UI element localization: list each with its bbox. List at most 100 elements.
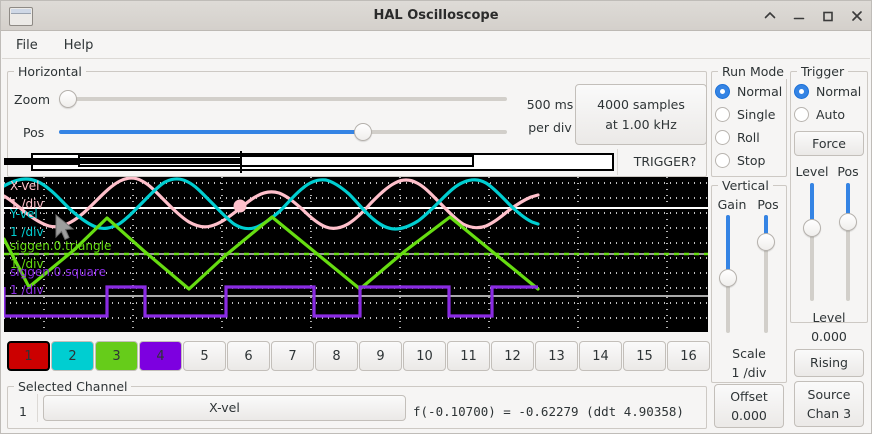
scope-label-ch3-name: siggen.0.triangle xyxy=(10,239,112,253)
channel-button-6[interactable]: 6 xyxy=(227,341,270,371)
trigger-auto-label: Auto xyxy=(816,107,846,122)
title-bar: HAL Oscilloscope xyxy=(1,1,871,31)
channel-button-2[interactable]: 2 xyxy=(51,341,94,371)
vertical-group: Vertical xyxy=(711,178,787,383)
cursor-marker xyxy=(233,199,247,213)
horizontal-position-bar[interactable] xyxy=(4,151,614,173)
channel-button-14[interactable]: 14 xyxy=(579,341,622,371)
trigger-level-slider[interactable] xyxy=(803,183,821,301)
trigger-level-value: 0.000 xyxy=(811,329,847,344)
vertical-gain-label: Gain xyxy=(717,197,747,212)
vertical-gain-fill xyxy=(726,215,730,277)
menu-file[interactable]: File xyxy=(16,37,38,53)
close-button[interactable] xyxy=(849,8,865,24)
maximize-button[interactable] xyxy=(820,8,836,24)
trigger-status-separator xyxy=(617,149,618,175)
channel-button-label: 7 xyxy=(288,348,297,364)
trigger-legend: Trigger xyxy=(797,64,849,79)
trigger-source-button[interactable]: Source Chan 3 xyxy=(794,381,864,427)
channel-button-10[interactable]: 10 xyxy=(403,341,446,371)
channel-button-13[interactable]: 13 xyxy=(535,341,578,371)
channel-button-16[interactable]: 16 xyxy=(667,341,710,371)
vertical-pos-fill xyxy=(764,215,768,241)
scope-label-ch3-scale: 1 /div xyxy=(10,257,44,271)
trace-siggen-triangle xyxy=(4,215,540,291)
trigger-mode-auto[interactable]: Auto xyxy=(794,107,845,122)
shade-button[interactable] xyxy=(762,8,778,24)
run-mode-stop[interactable]: Stop xyxy=(715,153,765,168)
channel-button-8[interactable]: 8 xyxy=(315,341,358,371)
run-mode-roll-label: Roll xyxy=(737,130,760,145)
channel-button-label: 4 xyxy=(156,348,165,364)
vertical-pos-label: Pos xyxy=(757,197,779,212)
channel-button-label: 3 xyxy=(112,348,121,364)
zoom-slider-knob[interactable] xyxy=(59,90,77,108)
trigger-level-knob[interactable] xyxy=(803,219,821,237)
channel-button-12[interactable]: 12 xyxy=(491,341,534,371)
zoom-slider[interactable] xyxy=(59,90,507,108)
trigger-source-label: Source xyxy=(807,386,851,402)
trigger-pos-slider-label: Pos xyxy=(837,164,859,179)
channel-button-label: 14 xyxy=(592,348,609,364)
minimize-button[interactable] xyxy=(791,8,807,24)
window-icon xyxy=(9,7,33,26)
trigger-pos-slider[interactable] xyxy=(839,183,857,301)
position-bar-window-fill xyxy=(78,158,240,164)
scope-label-ch4-scale: 1 /div xyxy=(10,283,44,297)
radio-indicator-icon xyxy=(715,107,730,122)
radio-indicator-icon xyxy=(794,84,809,99)
channel-button-3[interactable]: 3 xyxy=(95,341,138,371)
run-mode-normal-label: Normal xyxy=(737,84,783,99)
timebase-value-line1: 500 ms xyxy=(526,97,574,112)
scope-display[interactable]: X-vel 1 /div Y-vel 1 /div siggen.0.trian… xyxy=(4,177,708,332)
selected-channel-signal-button[interactable]: X-vel xyxy=(43,395,406,421)
horizontal-legend: Horizontal xyxy=(14,64,86,79)
position-bar-trigger-tick xyxy=(240,151,242,173)
radio-indicator-icon xyxy=(715,153,730,168)
trigger-pos-fill xyxy=(846,183,850,221)
sample-rate-button[interactable]: 4000 samples at 1.00 kHz xyxy=(575,84,707,145)
trace-siggen-square xyxy=(4,285,538,318)
vertical-gain-slider[interactable] xyxy=(719,215,737,333)
channel-button-label: 1 xyxy=(24,348,33,364)
channel-button-7[interactable]: 7 xyxy=(271,341,314,371)
zoom-slider-track xyxy=(59,97,507,101)
vertical-gain-knob[interactable] xyxy=(719,269,737,287)
vertical-pos-knob[interactable] xyxy=(757,233,775,251)
trigger-normal-label: Normal xyxy=(816,84,862,99)
run-mode-roll[interactable]: Roll xyxy=(715,130,760,145)
run-mode-normal[interactable]: Normal xyxy=(715,84,782,99)
channel-button-11[interactable]: 11 xyxy=(447,341,490,371)
scope-canvas xyxy=(4,177,708,332)
channel-button-label: 9 xyxy=(376,348,385,364)
menu-help[interactable]: Help xyxy=(63,37,94,53)
trigger-pos-knob[interactable] xyxy=(839,213,857,231)
vertical-scale-label: Scale xyxy=(732,346,766,361)
trigger-level-title: Level xyxy=(812,310,846,325)
trigger-force-button[interactable]: Force xyxy=(794,131,864,156)
trigger-edge-button[interactable]: Rising xyxy=(794,349,864,377)
channel-button-15[interactable]: 15 xyxy=(623,341,666,371)
scope-label-ch1-name: X-vel xyxy=(10,179,40,193)
selected-channel-legend: Selected Channel xyxy=(14,379,132,394)
channel-button-label: 11 xyxy=(460,348,477,364)
run-mode-stop-label: Stop xyxy=(737,153,766,168)
run-mode-group: Run Mode xyxy=(711,64,788,177)
trigger-mode-normal[interactable]: Normal xyxy=(794,84,861,99)
radio-indicator-icon xyxy=(715,130,730,145)
trigger-level-slider-label: Level xyxy=(795,164,829,179)
channel-button-9[interactable]: 9 xyxy=(359,341,402,371)
channel-button-1[interactable]: 1 xyxy=(7,341,50,371)
horizontal-pos-slider[interactable] xyxy=(59,123,507,141)
run-mode-single[interactable]: Single xyxy=(715,107,775,122)
vertical-offset-button[interactable]: Offset 0.000 xyxy=(714,384,784,428)
channel-button-4[interactable]: 4 xyxy=(139,341,182,371)
trigger-pos-track xyxy=(846,183,850,301)
radio-indicator-icon xyxy=(715,84,730,99)
channel-button-5[interactable]: 5 xyxy=(183,341,226,371)
horizontal-pos-knob[interactable] xyxy=(354,123,372,141)
vertical-pos-slider[interactable] xyxy=(757,215,775,333)
horizontal-pos-fill xyxy=(59,130,363,134)
selected-channel-separator xyxy=(37,394,38,422)
scope-label-ch2-scale: 1 /div xyxy=(10,225,44,239)
